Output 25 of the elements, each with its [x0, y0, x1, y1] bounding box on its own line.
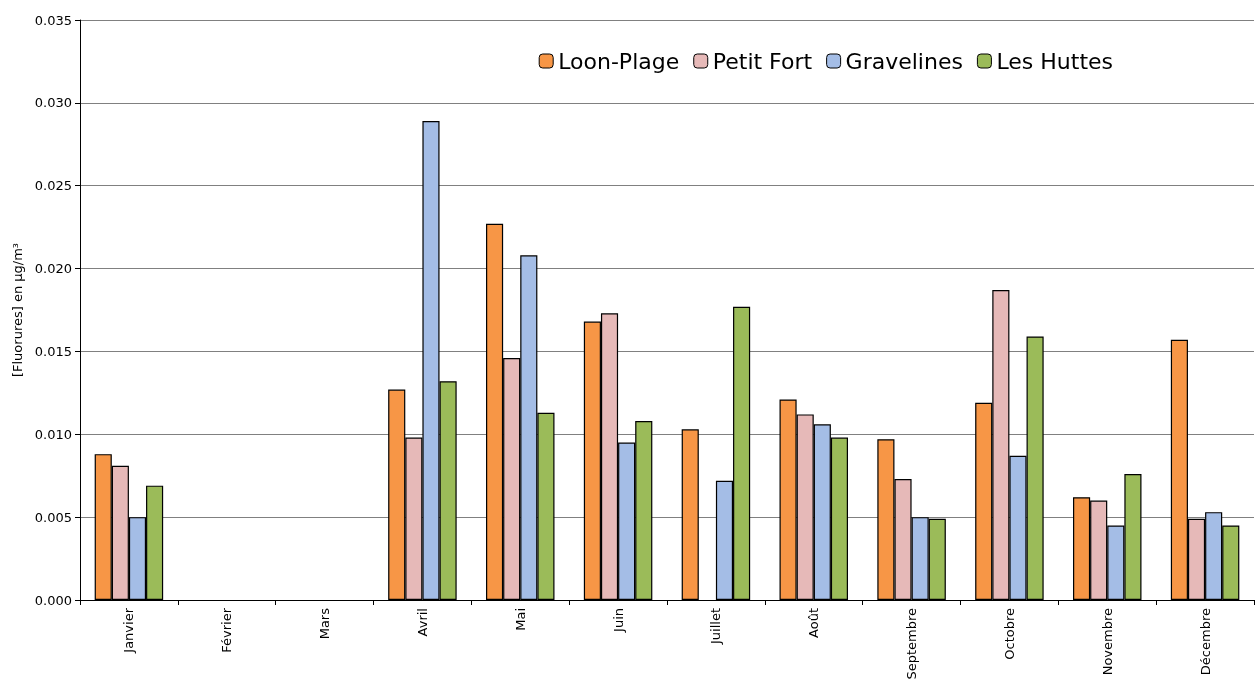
x-tick-label: Avril: [414, 608, 430, 637]
y-tick-label: 0.030: [34, 95, 72, 111]
y-tick-label: 0.005: [34, 509, 72, 525]
y-tick-label: 0.020: [34, 261, 72, 277]
x-tick-label: Juillet: [708, 608, 724, 646]
x-tick-label: Octobre: [1001, 608, 1017, 660]
x-tick-label: Décembre: [1197, 608, 1213, 676]
x-tick-label: Mars: [317, 607, 333, 640]
x-tick-label: Septembre: [904, 608, 920, 680]
legend-label: Loon-Plage: [558, 48, 680, 74]
y-tick-label: 0.010: [34, 426, 72, 442]
x-tick-label: Janvier: [121, 607, 137, 654]
x-tick-label: Mai: [512, 608, 528, 631]
legend-label: Les Huttes: [996, 48, 1114, 74]
legend-label: Petit Fort: [712, 48, 813, 74]
y-tick-label: 0.015: [34, 343, 72, 359]
x-tick-label: Juin: [610, 608, 626, 633]
x-tick-label: Novembre: [1099, 608, 1115, 676]
y-tick-label: 0.000: [34, 592, 72, 608]
x-tick-label: Août: [806, 608, 822, 638]
y-tick-label: 0.025: [34, 178, 72, 194]
legend-label: Gravelines: [845, 48, 963, 74]
x-tick-label: Février: [219, 607, 235, 653]
y-tick-label: 0.035: [34, 12, 72, 28]
y-axis-title: [Fluorures] en µg/m³: [9, 242, 25, 378]
